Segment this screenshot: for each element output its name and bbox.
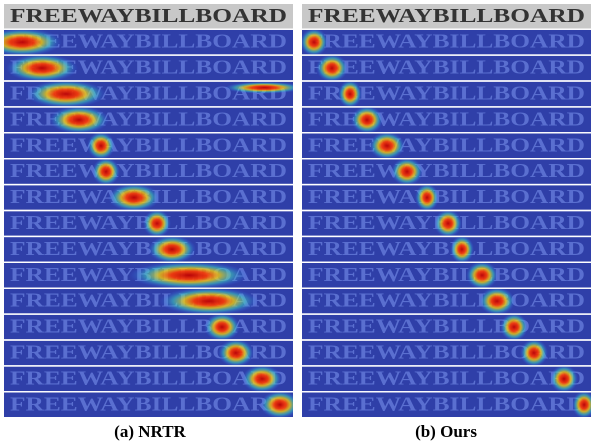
attention-blob [316, 54, 348, 82]
image-text: FREEWAYBILLBOARD [308, 108, 585, 130]
attention-blob [369, 132, 405, 160]
attention-blob [338, 80, 362, 108]
attention-blob [434, 209, 462, 237]
attention-row: FREEWAYBILLBOARD [4, 80, 304, 108]
image-text: FREEWAYBILLBOARD [308, 134, 585, 156]
image-text: FREEWAYBILLBOARD [308, 316, 585, 338]
attention-row: FREEWAYBILLBOARD [302, 184, 591, 212]
heatmaps: FREEWAYBILLBOARDFREEWAYBILLBOARDFREEWAYB… [0, 4, 593, 419]
attention-blob [550, 365, 578, 393]
attention-row: FREEWAYBILLBOARD [302, 106, 591, 134]
attention-blob [260, 391, 300, 419]
attention-blob [108, 184, 160, 212]
attention-blob [6, 54, 78, 82]
image-text: FREEWAYBILLBOARD [308, 367, 585, 389]
attention-blob [26, 80, 106, 108]
attention-row: FREEWAYBILLBOARD [302, 158, 591, 186]
attention-row: FREEWAYBILLBOARD [4, 106, 293, 134]
attention-row: FREEWAYBILLBOARD [302, 235, 591, 263]
attention-blob [87, 132, 115, 160]
attention-blob [479, 287, 515, 315]
attention-row: FREEWAYBILLBOARD [4, 54, 293, 82]
attention-row: FREEWAYBILLBOARD [4, 4, 293, 29]
attention-row: FREEWAYBILLBOARD [302, 391, 593, 419]
image-text: FREEWAYBILLBOARD [10, 393, 287, 415]
caption: (a) NRTR [114, 422, 186, 441]
attention-row: FREEWAYBILLBOARD [4, 158, 293, 186]
attention-row: FREEWAYBILLBOARD [302, 261, 591, 289]
attention-blob [148, 235, 196, 263]
image-text: FREEWAYBILLBOARD [308, 160, 585, 182]
attention-blob [500, 313, 528, 341]
attention-blob [391, 158, 423, 186]
attention-blob [415, 184, 439, 212]
attention-row: FREEWAYBILLBOARD [4, 287, 293, 315]
attention-row: FREEWAYBILLBOARD [4, 261, 293, 289]
image-text: FREEWAYBILLBOARD [308, 290, 585, 312]
attention-row: FREEWAYBILLBOARD [4, 339, 293, 367]
attention-blob [159, 287, 259, 315]
attention-blob [300, 28, 328, 56]
image-text: FREEWAYBILLBOARD [308, 393, 585, 415]
attention-blob [92, 158, 120, 186]
attention-row: FREEWAYBILLBOARD [302, 4, 591, 29]
attention-row: FREEWAYBILLBOARD [4, 235, 293, 263]
attention-blob [218, 339, 254, 367]
attention-row: FREEWAYBILLBOARD [302, 54, 591, 82]
attention-row: FREEWAYBILLBOARD [4, 184, 293, 212]
caption: (b) Ours [415, 422, 477, 441]
attention-row: FREEWAYBILLBOARD [300, 28, 591, 56]
attention-row: FREEWAYBILLBOARD [302, 313, 591, 341]
figure: FREEWAYBILLBOARDFREEWAYBILLBOARDFREEWAYB… [0, 0, 593, 448]
image-text: FREEWAYBILLBOARD [308, 186, 585, 208]
attention-blob [466, 261, 498, 289]
attention-blob [129, 261, 249, 289]
attention-blob [520, 339, 548, 367]
attention-row: FREEWAYBILLBOARD [302, 339, 591, 367]
attention-row: FREEWAYBILLBOARD [4, 391, 300, 419]
attention-row: FREEWAYBILLBOARD [4, 209, 293, 237]
attention-row: FREEWAYBILLBOARD [302, 365, 591, 393]
image-text: FREEWAYBILLBOARD [10, 134, 287, 156]
image-text: FREEWAYBILLBOARD [308, 238, 585, 260]
attention-row: FREEWAYBILLBOARD [302, 132, 591, 160]
attention-row: FREEWAYBILLBOARD [4, 365, 293, 393]
image-text: FREEWAYBILLBOARD [308, 57, 585, 79]
attention-blob [224, 82, 304, 94]
image-text: FREEWAYBILLBOARD [10, 316, 287, 338]
image-text: FREEWAYBILLBOARD [308, 31, 585, 53]
attention-blob [49, 106, 109, 134]
attention-row: FREEWAYBILLBOARD [302, 80, 591, 108]
attention-blob [242, 365, 282, 393]
attention-blob [204, 313, 240, 341]
image-text: FREEWAYBILLBOARD [308, 264, 585, 286]
attention-row: FREEWAYBILLBOARD [4, 313, 293, 341]
image-text: FREEWAYBILLBOARD [308, 5, 585, 27]
attention-blob [351, 106, 383, 134]
attention-blob [450, 235, 474, 263]
attention-row: FREEWAYBILLBOARD [302, 209, 591, 237]
attention-blob [143, 209, 171, 237]
attention-row: FREEWAYBILLBOARD [4, 132, 293, 160]
attention-row: FREEWAYBILLBOARD [302, 287, 591, 315]
attention-row: FREEWAYBILLBOARD [0, 28, 293, 56]
image-text: FREEWAYBILLBOARD [10, 5, 287, 27]
image-text: FREEWAYBILLBOARD [10, 160, 287, 182]
